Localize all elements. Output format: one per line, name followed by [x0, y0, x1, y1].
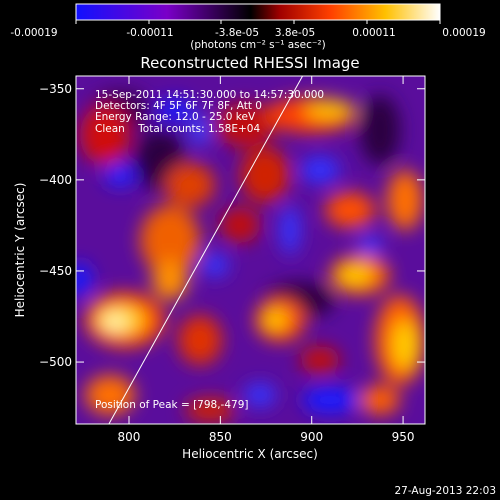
y-axis-label: Heliocentric Y (arcsec) — [13, 183, 27, 318]
info-clean-counts: Clean Total counts: 1.58E+04 — [95, 123, 260, 135]
colorbar — [75, 3, 441, 21]
y-tick-label: −350 — [39, 82, 72, 96]
info-time-range: 15-Sep-2011 14:51:30.000 to 14:57:30.000 — [95, 89, 324, 101]
x-axis-label: Heliocentric X (arcsec) — [182, 447, 318, 461]
y-tick-label: −400 — [39, 173, 72, 187]
colorbar-tick-label: 0.00011 — [352, 27, 395, 39]
x-tick-label: 800 — [118, 430, 141, 444]
x-tick-label: 950 — [392, 430, 415, 444]
info-energy-range: Energy Range: 12.0 - 25.0 keV — [95, 111, 256, 123]
colorbar-tick-label: 3.8e-05 — [275, 27, 315, 39]
solar-limb-line — [108, 76, 304, 424]
peak-position-label: Position of Peak = [798,-479] — [95, 399, 249, 411]
colorbar-units: (photons cm⁻² s⁻¹ asec⁻²) — [190, 39, 325, 51]
x-tick-label: 850 — [209, 430, 232, 444]
colorbar-tick-label: -3.8e-05 — [215, 27, 259, 39]
y-tick-label: −500 — [39, 355, 72, 369]
x-axis-ticks: 800 850 900 950 — [118, 76, 415, 444]
y-axis-ticks: −350 −400 −450 −500 — [39, 82, 425, 369]
colorbar-tick-label: -0.00011 — [126, 27, 173, 39]
colorbar-ticks — [75, 20, 441, 24]
plot-frame — [75, 75, 426, 425]
info-detectors: Detectors: 4F 5F 6F 7F 8F, Att 0 — [95, 100, 262, 112]
image-map — [76, 76, 425, 424]
x-tick-label: 900 — [300, 430, 323, 444]
colorbar-tick-label: 0.00019 — [442, 27, 485, 39]
y-tick-label: −450 — [39, 264, 72, 278]
image-title: Reconstructed RHESSI Image — [140, 54, 359, 72]
footer-timestamp: 27-Aug-2013 22:03 — [394, 485, 496, 497]
colorbar-tick-label: -0.00019 — [10, 27, 57, 39]
